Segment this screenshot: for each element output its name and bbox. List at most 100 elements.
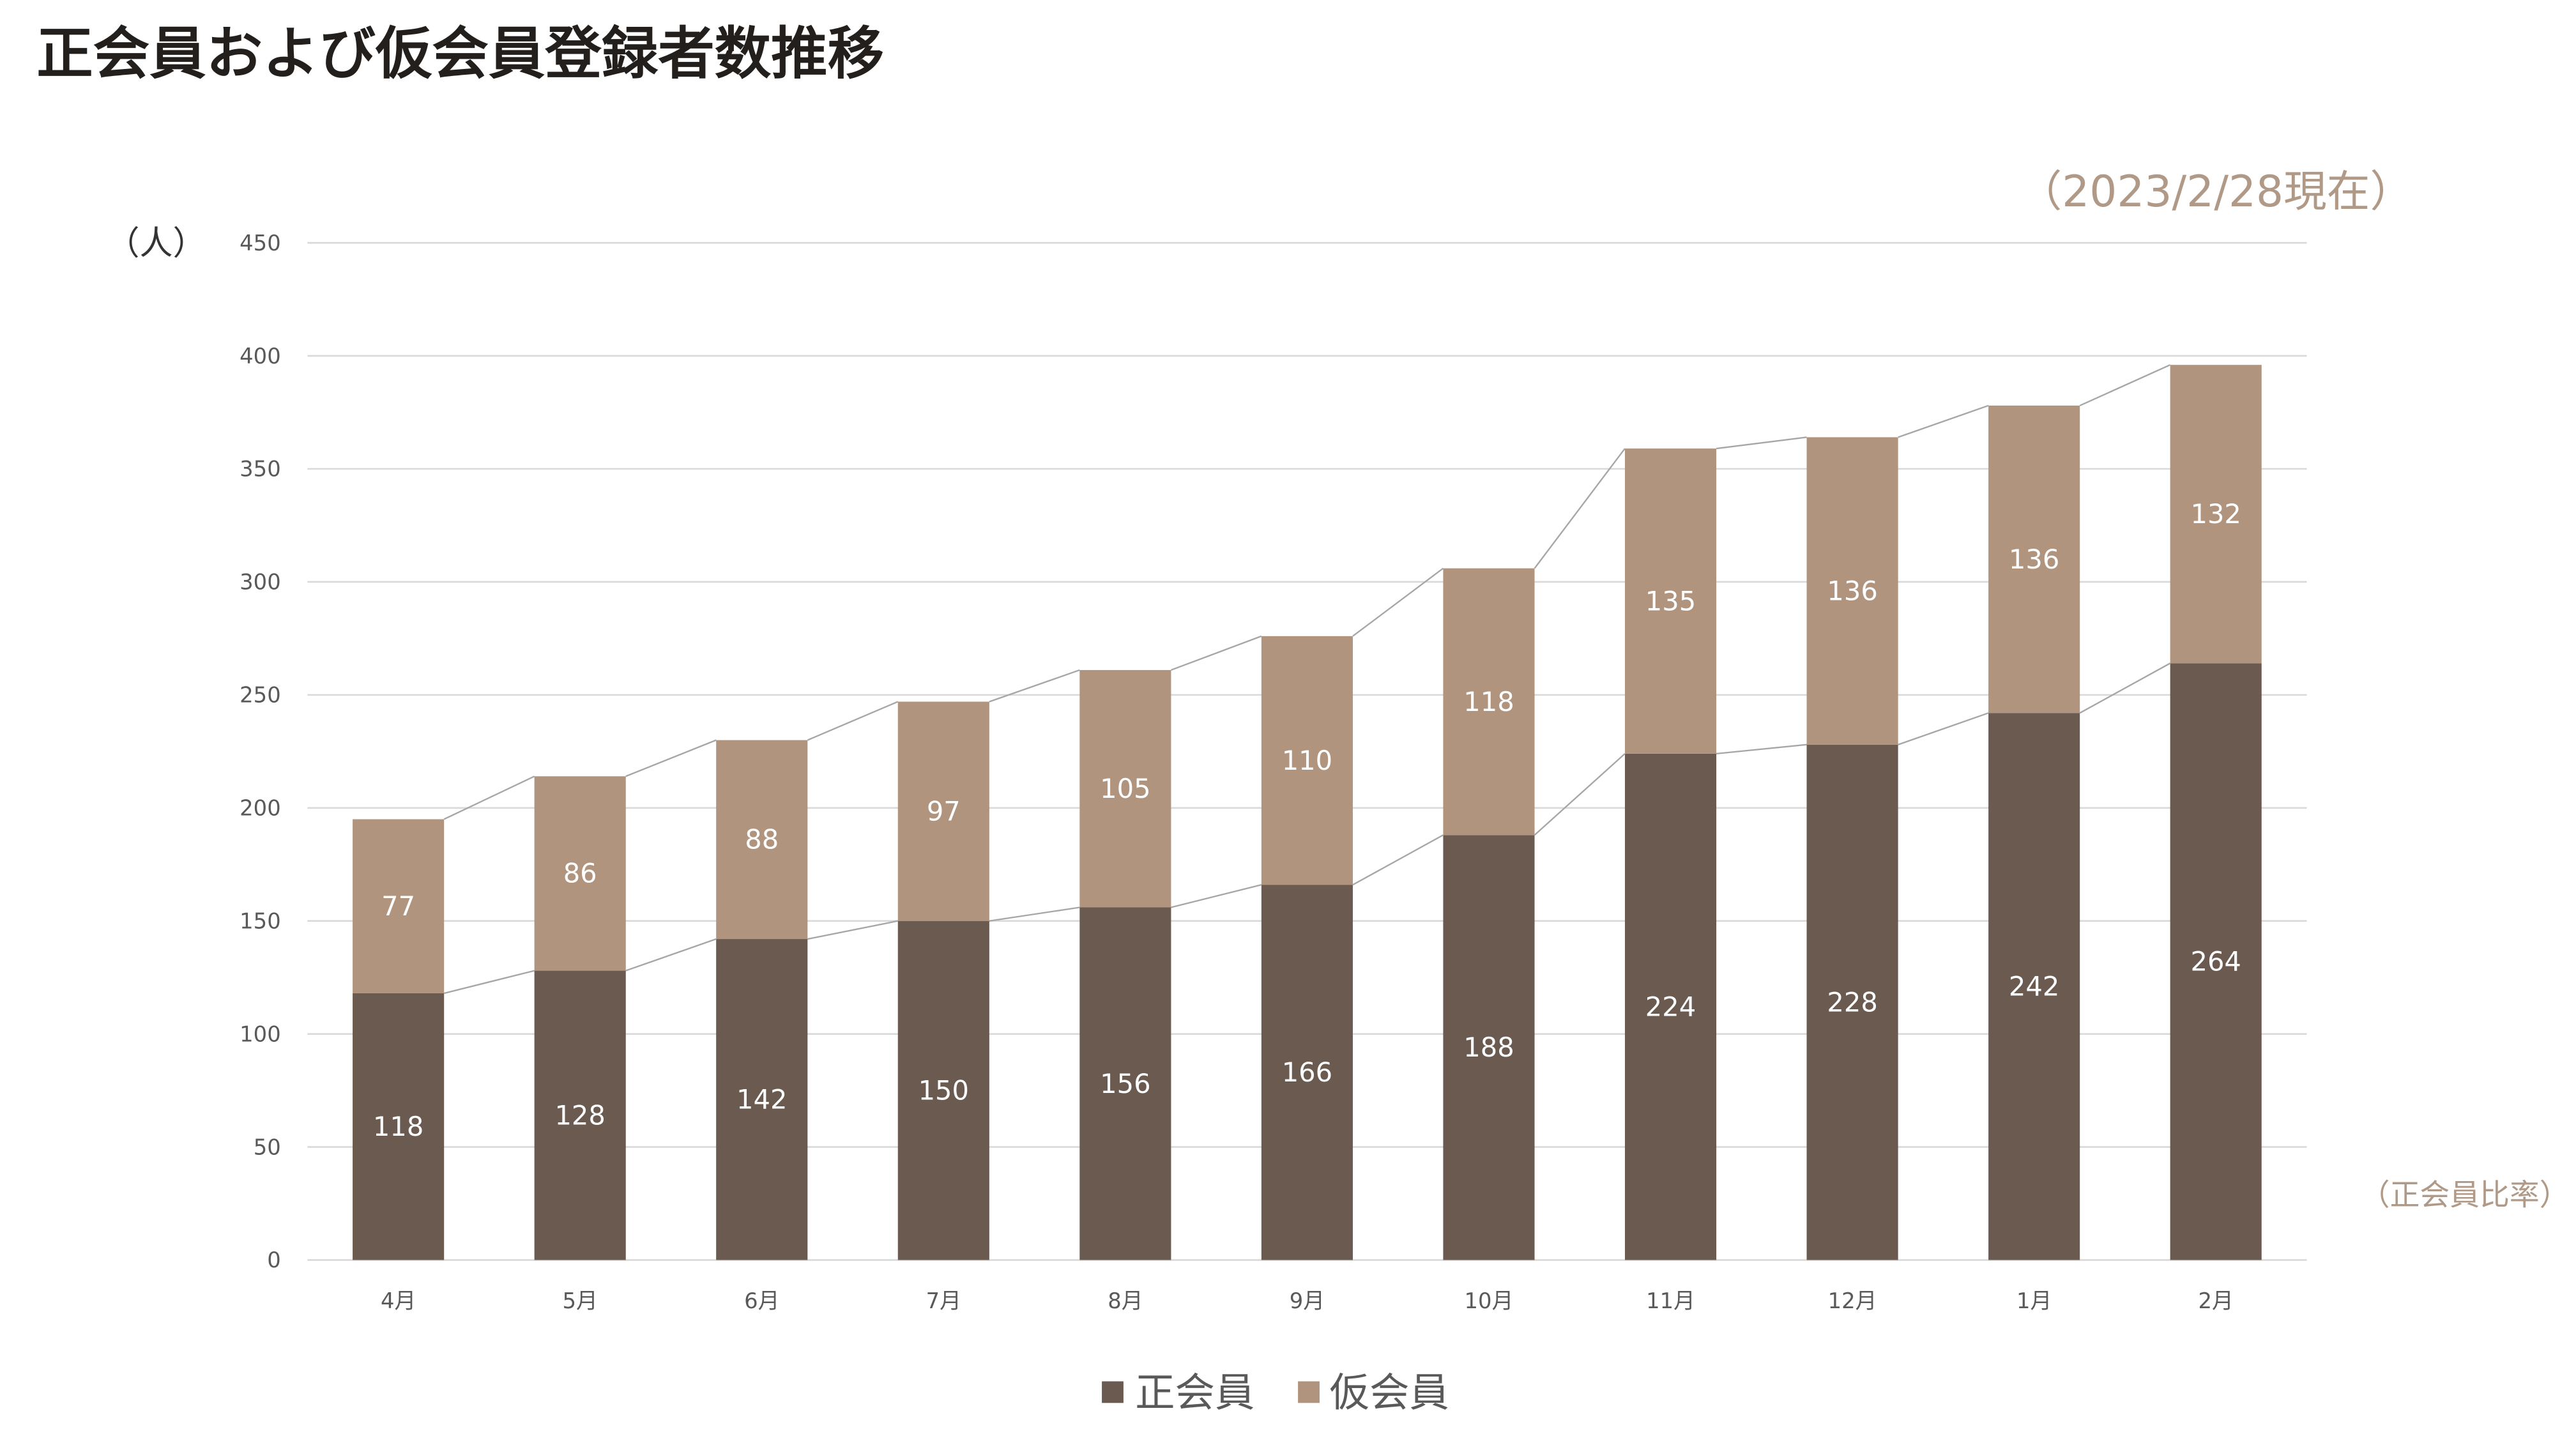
legend-label-seikaiin: 正会員 bbox=[1135, 1369, 1254, 1416]
bar-segment-karikaiin bbox=[2170, 365, 2262, 664]
series-line bbox=[807, 701, 899, 741]
data-label: 224 bbox=[1645, 991, 1696, 1023]
x-tick-label: 2月 bbox=[2199, 1288, 2234, 1313]
y-tick-label: 100 bbox=[240, 1021, 281, 1046]
data-label: 110 bbox=[1282, 745, 1332, 776]
series-line bbox=[443, 970, 535, 995]
data-label: 86 bbox=[563, 858, 597, 889]
data-label: 156 bbox=[1100, 1068, 1150, 1099]
x-tick-label: 11月 bbox=[1646, 1288, 1695, 1313]
x-axis-ticks: 4月 5月 6月 7月 8月 9月 10月 11月 12月 1月 2月 bbox=[381, 1288, 2234, 1313]
series-line bbox=[625, 938, 717, 972]
series-line bbox=[1352, 834, 1444, 886]
data-label: 166 bbox=[1282, 1057, 1332, 1088]
series-line bbox=[443, 775, 535, 820]
series-line bbox=[989, 906, 1080, 922]
y-axis-ticks: 0 50 100 150 200 250 300 350 400 450 bbox=[240, 231, 281, 1272]
bar-segment-karikaiin bbox=[353, 819, 445, 993]
bar-segment-karikaiin bbox=[1079, 669, 1171, 908]
bar-segment-karikaiin bbox=[1443, 568, 1535, 836]
bar-segment-seikaiin bbox=[716, 939, 808, 1260]
y-axis-unit-label: （人） bbox=[107, 224, 206, 263]
y-tick-label: 50 bbox=[254, 1134, 281, 1159]
chart-title: 正会員および仮会員登録者数推移 bbox=[36, 21, 884, 87]
data-labels: 118 77 128 86 142 88 150 97 156 105 166 110 188 118 22… bbox=[373, 498, 2241, 1142]
bar-segment-karikaiin bbox=[534, 776, 626, 971]
series-line bbox=[2079, 662, 2171, 714]
x-tick-label: 8月 bbox=[1108, 1288, 1143, 1313]
x-tick-label: 4月 bbox=[381, 1288, 416, 1313]
x-tick-label: 7月 bbox=[926, 1288, 961, 1313]
data-label: 97 bbox=[927, 795, 961, 827]
bar-segment-seikaiin bbox=[353, 993, 445, 1260]
data-label: 228 bbox=[1827, 986, 1877, 1018]
bar-segment-karikaiin bbox=[1988, 405, 2080, 714]
data-label: 242 bbox=[2009, 971, 2059, 1002]
series-line bbox=[1898, 712, 1989, 745]
legend: 正会員 仮会員 bbox=[1102, 1369, 1449, 1416]
legend-swatch-karikaiin bbox=[1298, 1381, 1320, 1403]
bar-segment-karikaiin bbox=[897, 701, 989, 921]
legend-label-karikaiin: 仮会員 bbox=[1330, 1369, 1449, 1416]
data-label: 264 bbox=[2190, 946, 2241, 977]
bar-segment-seikaiin bbox=[534, 970, 626, 1260]
series-lines bbox=[443, 364, 2171, 995]
bar-segment-seikaiin bbox=[897, 920, 989, 1260]
data-label: 105 bbox=[1100, 773, 1150, 804]
y-tick-label: 450 bbox=[240, 231, 281, 256]
x-tick-label: 9月 bbox=[1290, 1288, 1325, 1313]
legend-swatch-seikaiin bbox=[1102, 1381, 1124, 1403]
series-line bbox=[1352, 567, 1444, 637]
series-line bbox=[1534, 448, 1626, 569]
bar-segment-karikaiin bbox=[1624, 448, 1717, 754]
x-tick-label: 5月 bbox=[563, 1288, 598, 1313]
bar-segment-seikaiin bbox=[1261, 885, 1353, 1260]
x-tick-label: 10月 bbox=[1465, 1288, 1514, 1313]
series-line bbox=[807, 920, 898, 940]
y-tick-label: 0 bbox=[267, 1248, 281, 1272]
bar-segment-karikaiin bbox=[1261, 636, 1353, 885]
as-of-date-annotation: （2023/2/28現在） bbox=[2019, 166, 2413, 217]
data-label: 136 bbox=[1827, 575, 1877, 606]
data-label: 142 bbox=[736, 1084, 787, 1115]
data-label: 135 bbox=[1645, 585, 1696, 616]
series-line bbox=[1171, 883, 1262, 908]
series-line bbox=[625, 739, 717, 777]
series-line bbox=[2079, 364, 2171, 406]
series-line bbox=[1534, 753, 1626, 836]
data-label: 118 bbox=[1463, 686, 1514, 717]
series-line bbox=[989, 669, 1080, 703]
bar-segment-seikaiin bbox=[1443, 835, 1535, 1260]
data-label: 136 bbox=[2009, 544, 2059, 575]
x-tick-label: 12月 bbox=[1828, 1288, 1877, 1313]
y-tick-label: 400 bbox=[240, 344, 281, 369]
y-tick-label: 300 bbox=[240, 570, 281, 595]
member-ratio-annotation: （正会員比率） bbox=[2360, 1179, 2570, 1213]
data-label: 118 bbox=[373, 1111, 423, 1142]
series-line bbox=[1716, 744, 1807, 755]
data-label: 150 bbox=[918, 1074, 969, 1106]
series-line bbox=[1171, 635, 1262, 671]
series-line bbox=[1898, 404, 1989, 438]
data-label: 88 bbox=[745, 824, 779, 855]
bar-segment-seikaiin bbox=[1079, 907, 1171, 1260]
data-label: 188 bbox=[1463, 1032, 1514, 1063]
bar-segment-seikaiin bbox=[1988, 713, 2080, 1260]
series-line bbox=[1716, 436, 1807, 450]
bar-segment-seikaiin bbox=[1624, 753, 1717, 1260]
y-tick-label: 250 bbox=[240, 683, 281, 708]
bar-segment-karikaiin bbox=[716, 740, 808, 940]
y-tick-label: 150 bbox=[240, 908, 281, 933]
x-tick-label: 6月 bbox=[744, 1288, 779, 1313]
bar-segment-karikaiin bbox=[1806, 437, 1898, 745]
data-label: 132 bbox=[2190, 498, 2241, 530]
bar-segment-seikaiin bbox=[2170, 663, 2262, 1260]
data-label: 77 bbox=[381, 890, 415, 922]
y-tick-label: 350 bbox=[240, 457, 281, 482]
bar-segment-seikaiin bbox=[1806, 744, 1898, 1260]
x-tick-label: 1月 bbox=[2016, 1288, 2052, 1313]
bars bbox=[353, 365, 2262, 1260]
data-label: 128 bbox=[554, 1099, 605, 1131]
y-tick-label: 200 bbox=[240, 796, 281, 821]
